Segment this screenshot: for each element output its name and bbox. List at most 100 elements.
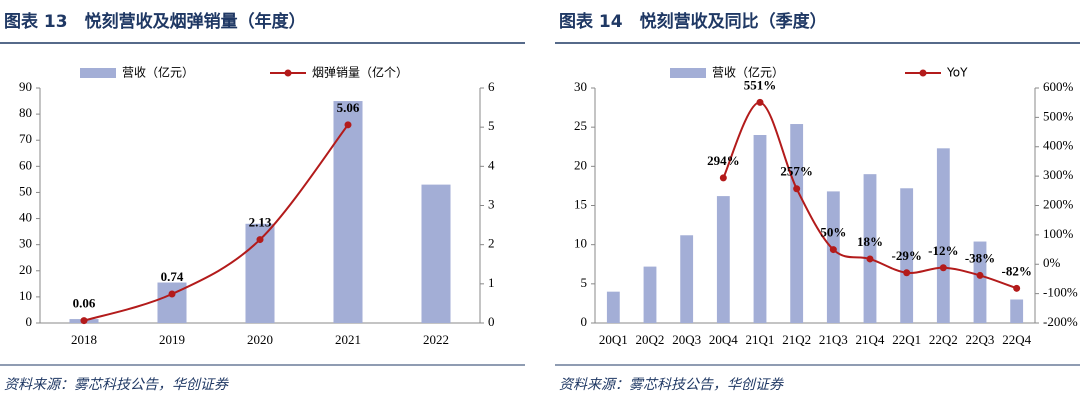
marker: [866, 255, 874, 263]
marker: [793, 185, 801, 193]
y-tick-label: 40: [19, 210, 32, 225]
legend-label: YoY: [946, 66, 968, 80]
chart-title: 图表 14 悦刻营收及同比（季度）: [559, 11, 827, 32]
bar: [1010, 299, 1024, 323]
y2-tick-label: 300%: [1043, 167, 1074, 182]
chart-title: 图表 13 悦刻营收及烟弹销量（年度）: [4, 11, 306, 32]
y-tick-label: 30: [19, 236, 32, 251]
x-tick-label: 21Q3: [819, 332, 848, 347]
marker: [756, 98, 764, 106]
value-label: 5.06: [337, 100, 360, 115]
y-tick-label: 25: [574, 118, 587, 133]
bar: [863, 174, 877, 323]
y2-tick-label: 400%: [1043, 138, 1074, 153]
bar: [973, 241, 987, 323]
marker: [1013, 284, 1021, 292]
x-tick-label: 22Q3: [966, 332, 995, 347]
y-tick-label: 0: [581, 314, 588, 329]
bar: [606, 291, 620, 323]
x-tick-label: 20Q1: [599, 332, 628, 347]
legend-marker: [919, 69, 927, 77]
legend-swatch: [80, 68, 116, 78]
y-tick-label: 10: [574, 236, 587, 251]
value-label: -82%: [1001, 263, 1031, 278]
y-tick-label: 20: [19, 262, 32, 277]
marker: [344, 121, 352, 129]
source: 资料来源：雾芯科技公告，华创证券: [559, 377, 784, 393]
line: [83, 124, 349, 322]
x-tick-label: 2021: [335, 332, 361, 347]
x-tick-label: 22Q1: [892, 332, 921, 347]
y-tick-label: 90: [19, 79, 32, 94]
bar: [753, 135, 767, 323]
marker: [976, 271, 984, 279]
value-label: 0.06: [73, 296, 96, 311]
x-tick-label: 2019: [159, 332, 185, 347]
y-tick-label: 20: [574, 157, 587, 172]
bar: [716, 196, 730, 323]
x-tick-label: 2022: [423, 332, 449, 347]
x-tick-label: 20Q4: [709, 332, 738, 347]
y-tick-label: 15: [574, 196, 587, 211]
marker: [903, 269, 911, 277]
y2-tick-label: 3: [488, 196, 495, 211]
y2-tick-label: 4: [488, 157, 495, 172]
y2-tick-label: 1: [488, 275, 495, 290]
bar: [643, 266, 657, 323]
legend-label: 营收（亿元）: [712, 65, 784, 80]
y-tick-label: 70: [19, 131, 32, 146]
y2-tick-label: 200%: [1043, 196, 1074, 211]
value-label: 294%: [707, 153, 740, 168]
y2-tick-label: 600%: [1043, 79, 1074, 94]
bar: [421, 184, 451, 323]
x-tick-label: 20Q2: [636, 332, 665, 347]
x-tick-label: 22Q2: [929, 332, 958, 347]
y2-tick-label: 500%: [1043, 108, 1074, 123]
value-label: -12%: [928, 243, 958, 258]
legend-swatch: [670, 68, 706, 78]
y2-tick-label: 0%: [1043, 255, 1061, 270]
marker: [719, 174, 727, 182]
source: 资料来源：雾芯科技公告，华创证券: [4, 377, 229, 393]
y-tick-label: 80: [19, 105, 32, 120]
marker: [939, 264, 947, 272]
y-tick-label: 60: [19, 157, 32, 172]
y-tick-label: 0: [26, 314, 33, 329]
bar: [826, 191, 840, 323]
bar: [680, 235, 694, 323]
marker: [829, 246, 837, 254]
y2-tick-label: -200%: [1043, 314, 1078, 329]
y2-tick-label: 100%: [1043, 226, 1074, 241]
value-label: 2.13: [249, 215, 272, 230]
y2-tick-label: 5: [488, 118, 495, 133]
bar: [900, 188, 914, 323]
value-label: 257%: [780, 164, 813, 179]
line: [722, 101, 1018, 290]
value-label: 551%: [744, 77, 777, 92]
y2-tick-label: -100%: [1043, 285, 1078, 300]
y-tick-label: 30: [574, 79, 587, 94]
x-tick-label: 21Q4: [856, 332, 885, 347]
y2-tick-label: 0: [488, 314, 495, 329]
value-label: 18%: [857, 234, 883, 249]
x-tick-label: 2018: [71, 332, 97, 347]
y-tick-label: 5: [581, 275, 588, 290]
value-label: -29%: [891, 248, 921, 263]
x-tick-label: 21Q1: [746, 332, 775, 347]
x-tick-label: 20Q3: [672, 332, 701, 347]
y-tick-label: 10: [19, 288, 32, 303]
bar: [333, 101, 363, 323]
marker: [256, 236, 264, 244]
legend-marker: [284, 69, 292, 77]
x-tick-label: 22Q4: [1002, 332, 1031, 347]
x-tick-label: 2020: [247, 332, 273, 347]
marker: [168, 290, 176, 298]
legend-label: 营收（亿元）: [122, 65, 194, 80]
marker: [80, 317, 88, 325]
bar: [936, 148, 950, 323]
y-tick-label: 50: [19, 183, 32, 198]
x-tick-label: 21Q2: [782, 332, 811, 347]
y2-tick-label: 6: [488, 79, 495, 94]
value-label: 0.74: [161, 269, 184, 284]
